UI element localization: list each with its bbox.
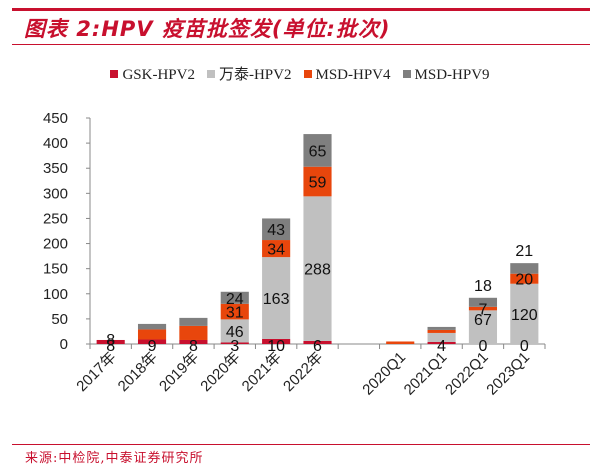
data-label: 59	[309, 175, 327, 192]
y-tick-label: 200	[43, 236, 68, 253]
bar-MSD-HPV4	[262, 240, 291, 258]
data-label: 3	[230, 338, 239, 355]
data-label: 120	[511, 307, 538, 324]
data-label: 163	[263, 291, 290, 308]
chart-title: 图表 2:HPV 疫苗批签发(单位:批次)	[24, 17, 391, 41]
bar-万泰-HPV2	[303, 196, 332, 341]
x-tick-label: 2020年	[197, 349, 243, 395]
data-label: 0	[479, 338, 488, 355]
bar-MSD-HPV4	[386, 341, 415, 344]
bar-MSD-HPV4	[427, 329, 456, 333]
data-label: 24	[226, 291, 244, 308]
bar-万泰-HPV2	[510, 283, 539, 344]
x-tick-label: 2021年	[239, 349, 285, 395]
legend-swatch	[206, 70, 215, 78]
data-label: 20	[515, 272, 533, 289]
x-tick-label: 2018年	[115, 349, 161, 395]
bar-MSD-HPV4	[137, 329, 167, 340]
data-label: 6	[313, 338, 322, 355]
bar-GSK-HPV2	[303, 340, 332, 344]
legend-label: MSD-HPV9	[414, 67, 490, 83]
y-tick-label: 300	[43, 185, 68, 202]
bar-MSD-HPV4	[220, 303, 249, 320]
y-tick-label: 50	[51, 311, 68, 328]
data-label: 31	[226, 305, 244, 322]
y-tick-label: 450	[43, 110, 68, 127]
data-label: 8	[106, 332, 115, 349]
bar-MSD-HPV9	[179, 317, 208, 326]
data-label: 21	[515, 243, 533, 260]
bar-MSD-HPV4	[179, 325, 208, 340]
y-tick-label: 250	[43, 210, 68, 227]
x-tick-label: 2019年	[156, 349, 202, 395]
legend-swatch	[402, 70, 411, 78]
title-rule	[12, 44, 590, 45]
bar-GSK-HPV2	[96, 339, 125, 344]
legend-item-3: MSD-HPV9	[402, 67, 490, 84]
data-label: 10	[267, 338, 285, 355]
x-tick-label: 2022年	[280, 349, 326, 395]
legend-label: GSK-HPV2	[122, 67, 195, 83]
y-tick-label: 0	[60, 336, 68, 353]
bar-MSD-HPV9	[510, 263, 539, 274]
bar-MSD-HPV4	[303, 166, 332, 197]
legend-item-1: 万泰-HPV2	[206, 63, 292, 84]
bar-万泰-HPV2	[262, 257, 291, 339]
legend-label: 万泰-HPV2	[218, 67, 292, 83]
legend: GSK-HPV2 万泰-HPV2 MSD-HPV4 MSD-HPV9	[0, 63, 600, 84]
source-note: 来源:中检院,中泰证券研究所	[25, 451, 204, 466]
data-label: 18	[474, 278, 492, 295]
legend-label: MSD-HPV4	[315, 67, 391, 83]
stacked-bar-chart: 050100150200250300350400450882017年92018年…	[43, 110, 546, 399]
data-label: 288	[304, 262, 331, 279]
y-tick-label: 350	[43, 160, 68, 177]
bar-MSD-HPV9	[427, 326, 456, 330]
bar-GSK-HPV2	[137, 339, 167, 344]
bar-MSD-HPV9	[137, 323, 167, 330]
data-label: 9	[148, 338, 157, 355]
data-label: 4	[437, 338, 446, 355]
data-label: 8	[189, 338, 198, 355]
data-label: 67	[474, 312, 492, 329]
data-label: 8	[106, 338, 115, 355]
bar-MSD-HPV4	[468, 306, 498, 311]
bar-GSK-HPV2	[427, 341, 456, 344]
legend-item-0: GSK-HPV2	[110, 67, 195, 84]
x-tick-label: 2022Q1	[442, 349, 492, 399]
data-label: 65	[309, 143, 327, 160]
y-tick-label: 100	[43, 286, 68, 303]
bar-MSD-HPV9	[262, 218, 291, 241]
legend-swatch	[110, 70, 119, 78]
data-label: 0	[520, 338, 529, 355]
footer-rule	[12, 444, 590, 445]
top-rule	[12, 8, 590, 11]
legend-swatch	[303, 70, 312, 78]
bar-MSD-HPV9	[220, 291, 249, 304]
bar-万泰-HPV2	[427, 332, 456, 342]
data-label: 34	[267, 242, 285, 259]
x-tick-label: 2021Q1	[401, 349, 451, 399]
bar-GSK-HPV2	[220, 342, 249, 344]
bar-万泰-HPV2	[468, 310, 498, 344]
bar-万泰-HPV2	[220, 319, 249, 343]
bar-MSD-HPV9	[303, 134, 332, 167]
x-tick-label: 2017年	[73, 349, 119, 395]
bar-GSK-HPV2	[179, 339, 208, 344]
bar-MSD-HPV4	[510, 273, 539, 284]
data-label: 43	[267, 222, 285, 239]
legend-item-2: MSD-HPV4	[303, 67, 391, 84]
x-tick-label: 2023Q1	[483, 349, 533, 399]
bar-MSD-HPV9	[468, 297, 498, 307]
bar-GSK-HPV2	[262, 338, 291, 344]
data-label: 7	[479, 302, 488, 319]
x-tick-label: 2020Q1	[359, 349, 409, 399]
data-label: 46	[226, 324, 244, 341]
y-tick-label: 150	[43, 261, 68, 278]
y-tick-label: 400	[43, 135, 68, 152]
